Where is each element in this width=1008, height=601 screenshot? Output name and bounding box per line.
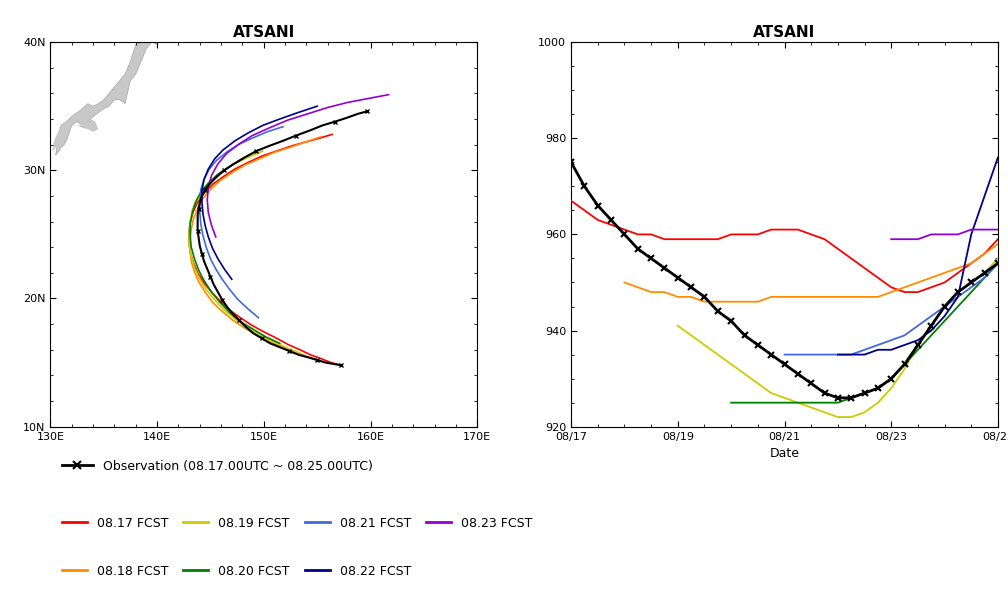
- Polygon shape: [77, 119, 99, 132]
- Legend: 08.18 FCST, 08.20 FCST, 08.22 FCST: 08.18 FCST, 08.20 FCST, 08.22 FCST: [56, 560, 416, 583]
- Title: ATSANI: ATSANI: [233, 25, 295, 40]
- Polygon shape: [52, 126, 70, 151]
- Legend: Observation (08.17.00UTC ~ 08.25.00UTC): Observation (08.17.00UTC ~ 08.25.00UTC): [56, 454, 378, 478]
- Title: ATSANI: ATSANI: [753, 25, 815, 40]
- X-axis label: Date: Date: [769, 447, 799, 460]
- Polygon shape: [55, 10, 176, 155]
- Legend: 08.17 FCST, 08.19 FCST, 08.21 FCST, 08.23 FCST: 08.17 FCST, 08.19 FCST, 08.21 FCST, 08.2…: [56, 511, 537, 535]
